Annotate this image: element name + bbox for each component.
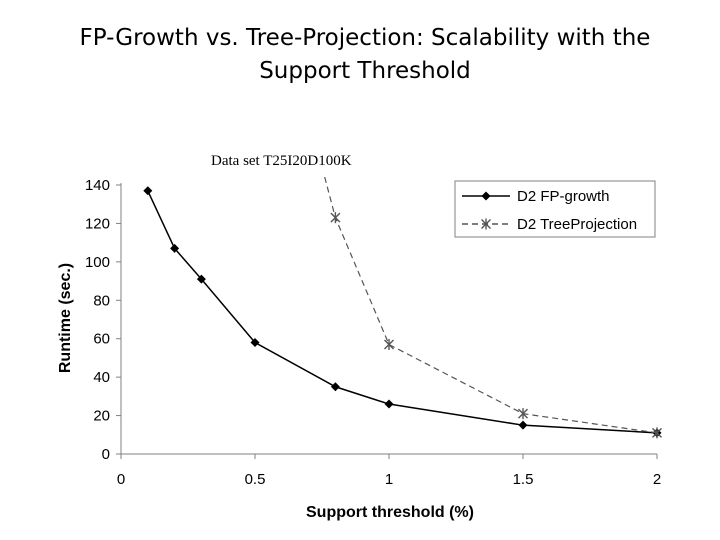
diamond-marker: [250, 338, 260, 348]
x-axis-title: Support threshold (%): [306, 504, 474, 521]
diamond-marker: [170, 243, 180, 253]
asterisk-marker: [384, 338, 394, 350]
y-tick-label: 20: [93, 408, 110, 425]
chart-subtitle: Data set T25I20D100K: [211, 153, 352, 169]
diamond-marker: [384, 399, 394, 409]
asterisk-marker: [518, 408, 528, 420]
series-line: [147, 190, 658, 434]
series-layer: [143, 176, 662, 439]
diamond-marker: [481, 191, 491, 201]
diamond-marker: [196, 274, 206, 284]
chart-legend: D2 FP-growth D2 TreeProjection: [454, 180, 656, 238]
asterisk-marker: [481, 218, 491, 230]
x-axis-ticks: 0 0.5 1 1.5 2: [117, 454, 661, 488]
series-treeprojection: [324, 176, 662, 439]
diamond-marker: [143, 186, 153, 196]
asterisk-marker: [652, 427, 662, 439]
x-tick-label: 1.5: [513, 471, 534, 488]
legend-box: [454, 180, 656, 238]
y-tick-label: 100: [85, 254, 110, 271]
asterisk-marker: [330, 212, 341, 224]
diamond-marker: [330, 382, 340, 392]
legend-label: D2 FP-growth: [517, 188, 610, 205]
x-tick-label: 1: [385, 471, 393, 488]
y-tick-label: 40: [93, 369, 110, 386]
y-tick-label: 140: [85, 177, 110, 194]
y-axis-title: Runtime (sec.): [57, 263, 74, 373]
x-tick-label: 0.5: [245, 471, 266, 488]
y-axis-ticks: 0 20 40 60 80 100 120 140: [85, 177, 121, 463]
x-tick-label: 0: [117, 471, 125, 488]
legend-label: D2 TreeProjection: [517, 216, 637, 233]
y-tick-label: 80: [93, 292, 110, 309]
y-tick-label: 60: [93, 331, 110, 348]
y-tick-label: 120: [85, 215, 110, 232]
slide-title: FP-Growth vs. Tree-Projection: Scalabili…: [79, 25, 651, 84]
series-fp-growth: [143, 186, 662, 438]
series-line: [324, 176, 658, 434]
y-tick-label: 0: [102, 446, 110, 463]
diamond-marker: [518, 420, 528, 430]
x-tick-label: 2: [653, 471, 661, 488]
